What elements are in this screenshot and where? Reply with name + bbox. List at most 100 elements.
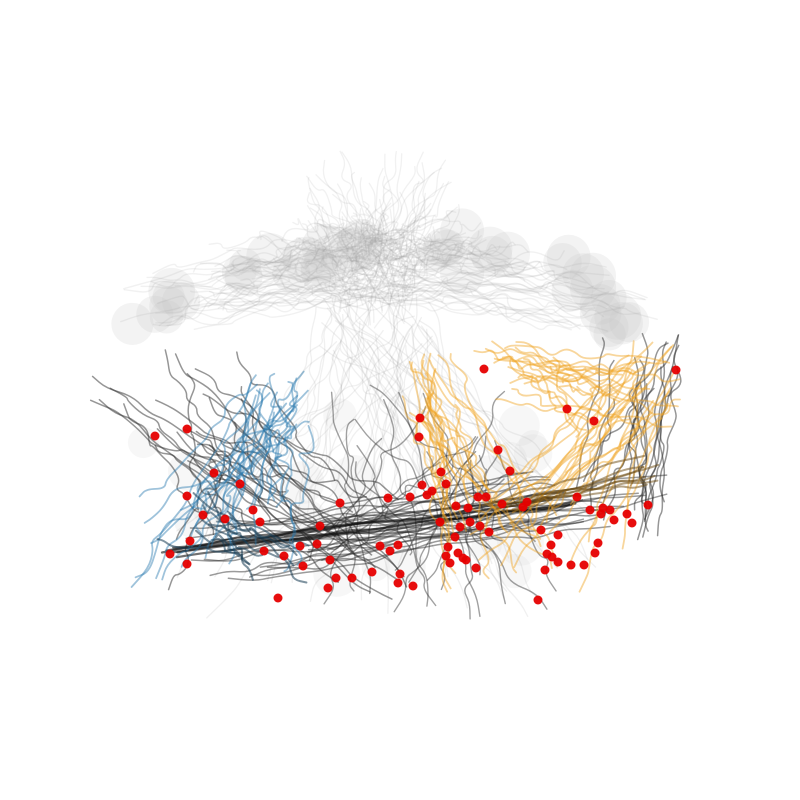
background-trace [370,215,385,323]
background-trace [197,288,375,305]
trajectory-endpoint-marker [395,569,405,579]
background-trace [339,341,442,505]
blue-trace [267,377,299,505]
background-trace [356,321,380,539]
background-trace [155,288,373,324]
background-trace [393,250,565,296]
orange-trace [424,397,482,490]
background-trace [334,260,607,278]
background-trace [341,251,486,293]
orange-trace [511,388,594,420]
background-trace [381,255,451,282]
background-trace [382,247,526,282]
background-trace [215,231,353,280]
dark-trace [602,383,648,521]
trajectory-endpoint-marker [295,541,305,551]
background-trace [367,167,384,326]
background-trace [385,253,573,301]
trajectory-endpoint-marker [405,492,415,502]
background-trace [348,230,480,267]
background-trace [401,283,625,309]
trajectory-endpoint-marker [331,573,341,583]
background-trace [389,232,406,252]
background-trace [217,228,377,324]
trajectory-endpoint-marker [562,404,572,414]
dark-trace [285,478,505,541]
trajectory-endpoint-marker [566,560,576,570]
trajectory-endpoint-marker [298,561,308,571]
halo-blob [600,302,643,345]
dark-trace [647,365,674,508]
halo-blob [569,264,617,312]
background-trace [214,341,338,578]
background-trace [328,296,343,484]
halo-blob [513,434,553,473]
dark-trace [356,445,437,607]
background-trace [350,212,371,272]
background-trace [341,151,401,317]
blue-trace [161,411,275,581]
orange-trace [556,367,611,377]
dark-trace [156,428,393,600]
blue-trace [204,413,261,559]
background-trace [288,309,372,526]
halo-blob [440,208,485,253]
blue-trace [207,523,291,549]
background-trace [381,238,399,258]
background-trace [176,343,423,532]
background-trace [347,208,362,293]
background-trace [343,308,553,498]
background-trace [319,345,597,515]
background-trace [352,270,610,302]
background-trace [401,162,426,323]
trajectory-endpoint-marker [393,578,403,588]
trajectory-endpoint-marker [415,413,425,423]
blue-trace [192,492,298,556]
background-trace [208,270,379,285]
halo-blob [562,253,605,295]
background-trace [150,278,356,301]
halo-blob [136,295,174,333]
background-trace [377,159,447,297]
background-trace [351,202,432,327]
dark-trace [323,437,383,605]
background-trace [292,218,377,233]
background-trace [418,320,589,560]
halo-blob [417,238,452,273]
orange-trace [538,367,679,408]
trajectory-endpoint-marker [220,514,230,524]
orange-trace [408,361,449,593]
orange-trace [545,340,635,523]
background-trace [326,307,596,526]
blue-trace-layer [130,370,315,588]
blue-trace [195,529,250,565]
trajectory-endpoint-marker [182,559,192,569]
trajectory-endpoint-marker [427,486,437,496]
trajectory-endpoint-marker [165,549,175,559]
background-trace [319,224,400,272]
trajectory-endpoint-marker [315,521,325,531]
background-trace [263,248,381,267]
blue-trace [143,389,309,524]
dark-trace [633,387,655,511]
blue-trace [246,372,277,510]
background-trace [378,291,569,324]
background-trace [332,193,371,326]
dark-trace-layer [89,332,682,620]
background-trace [192,247,341,273]
background-trace [407,210,457,264]
trajectory-endpoint-marker [465,517,475,527]
dark-trace [233,421,408,588]
trajectory-endpoint-marker [522,497,532,507]
blue-trace [268,394,299,502]
halo-blob [272,254,311,293]
trajectory-endpoint-marker [546,540,556,550]
halo-blob [472,235,513,276]
background-trace [146,253,363,281]
trajectory-endpoint-marker [593,538,603,548]
background-trace [222,266,368,311]
trajectory-endpoint-marker [622,509,632,519]
orange-trace [424,372,452,481]
halo-blob [111,302,154,345]
orange-trace [552,356,580,438]
